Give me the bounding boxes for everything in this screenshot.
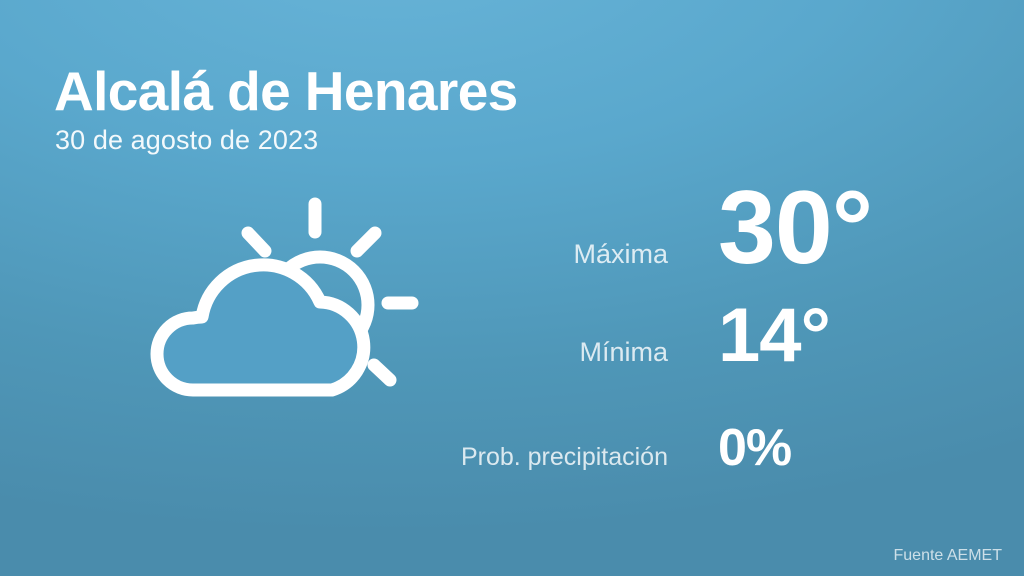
date-subtitle: 30 de agosto de 2023 (55, 125, 319, 156)
cloud-outline-icon (150, 258, 371, 397)
page-title: Alcalá de Henares (54, 60, 518, 122)
partly-cloudy-icon (150, 190, 430, 410)
reading-row-maxima: Máxima 30° (400, 176, 960, 298)
reading-label-minima: Mínima (579, 337, 668, 367)
readings-list: Máxima 30° Mínima 14° Prob. precipitació… (400, 176, 960, 492)
source-attribution: Fuente AEMET (893, 547, 1003, 564)
reading-label-precipitacion: Prob. precipitación (460, 443, 668, 471)
reading-value-minima: 14° (718, 293, 831, 378)
reading-row-minima: Mínima 14° (400, 298, 960, 422)
reading-value-maxima: 30° (718, 170, 873, 286)
reading-row-precipitacion: Prob. precipitación 0% (400, 422, 960, 492)
reading-label-maxima: Máxima (573, 239, 668, 269)
sun-rays-icon (241, 197, 419, 387)
header: Alcalá de Henares 30 de agosto de 2023 (54, 62, 518, 156)
reading-value-precipitacion: 0% (718, 419, 792, 477)
cloud-icon (157, 264, 364, 390)
